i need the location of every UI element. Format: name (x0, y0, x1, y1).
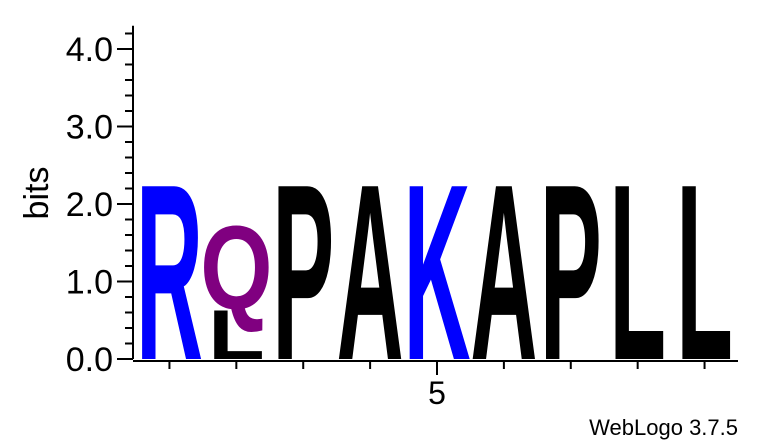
y-tick-label: 0.0 (66, 341, 113, 379)
logo-letter-A: A (337, 134, 404, 414)
logo-letter-Q: Q (200, 200, 272, 334)
logo-letter-K: K (403, 134, 470, 414)
logo-letter-L: L (208, 296, 265, 375)
logo-letter-R: R (136, 134, 203, 414)
logo-letter-P: P (540, 134, 602, 414)
logo-letter-L: L (676, 134, 733, 414)
logo-letter-A: A (470, 134, 537, 414)
y-axis-label: bits (18, 167, 56, 220)
y-tick-label: 2.0 (66, 186, 113, 224)
y-tick-label: 4.0 (66, 31, 113, 69)
logo-letter-L: L (609, 134, 666, 414)
x-axis: 5 (133, 360, 738, 411)
y-axis: 0.0 1.0 2.0 3.0 4.0 (66, 25, 134, 379)
y-tick-label: 1.0 (66, 264, 113, 302)
y-tick-label: 3.0 (66, 109, 113, 147)
x-tick-label: 5 (428, 375, 446, 411)
logo-letter-P: P (272, 134, 334, 414)
weblogo-version-footer: WebLogo 3.7.5 (589, 415, 738, 440)
logo-stacks: R LQ P A K A P L L (136, 134, 733, 414)
